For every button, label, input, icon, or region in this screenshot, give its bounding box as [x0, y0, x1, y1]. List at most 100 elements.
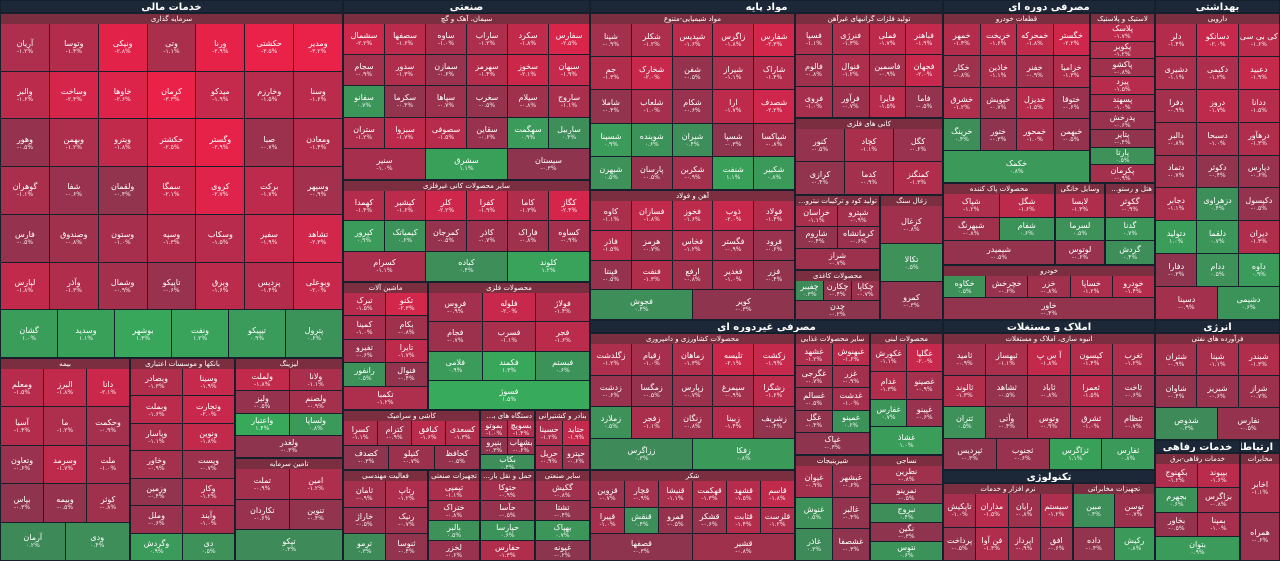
tile-change: -۱.۵% — [437, 133, 455, 141]
tile: ختور -۰.۳% — [980, 119, 1016, 151]
tile-name: کرمان — [161, 87, 182, 97]
tile-name: کلر — [440, 197, 452, 207]
group-title: محصولات کاغذی — [796, 271, 879, 281]
group-title: انبوه سازی، املاک و مستغلات — [944, 334, 1154, 344]
tile-name: زبینا — [726, 414, 740, 424]
tile: فجام -۰.۷% — [429, 322, 482, 351]
tile-change: -۰.۹% — [307, 402, 324, 410]
tile-name: ویترو — [114, 134, 132, 144]
tile-change: -۱.۱% — [16, 191, 34, 199]
tile-name: غیوان — [804, 473, 824, 483]
tile-name: وبیمه — [56, 494, 74, 504]
tile-change: -۰.۸% — [684, 423, 701, 431]
tile-change: -۱.۲% — [1209, 73, 1226, 81]
tile: ولیز -۰.۵% — [236, 391, 289, 413]
tile-name: ارفع — [685, 266, 700, 276]
group-title: هتل و رستوران — [1106, 184, 1154, 194]
tile: خگستر -۲.۲% — [1053, 24, 1089, 55]
tile-change: -۰.۶% — [916, 413, 933, 421]
tile-change: -۰.۹% — [725, 246, 742, 254]
group-title: تجهیزات مخابراتی — [1074, 484, 1154, 494]
tile: ستران -۱.۲% — [344, 117, 384, 148]
tile-name: کمنگنز — [906, 170, 930, 179]
tile: فارس -۰.۵% — [1, 214, 49, 262]
tile-name: شتران — [1165, 351, 1187, 361]
tile-change: -۱.۱% — [1209, 360, 1226, 368]
tile-change: ۰.۴% — [500, 464, 515, 470]
tile-name: غالبر — [843, 504, 859, 514]
tile: لابسا -۱.۳% — [1056, 194, 1104, 217]
group-title: بنادر و کشتیرانی — [536, 411, 589, 421]
tile-name: قثابت — [734, 512, 753, 522]
tile-change: ۰.۲% — [25, 542, 40, 550]
tile-change: -۰.۹% — [99, 427, 117, 435]
tile: دسبحا -۱.۰% — [1197, 122, 1238, 155]
tile-name: وآذر — [67, 277, 81, 287]
tile-change: -۰.۳% — [824, 444, 841, 452]
tile-name: نبروج — [897, 505, 916, 514]
tile: دالبر -۰.۸% — [1156, 122, 1197, 155]
tile-name: کترام — [385, 424, 404, 434]
tile-name: شوینده — [639, 131, 664, 141]
tile: تیپیکو ۰.۹% — [229, 310, 285, 357]
tile: سکرد -۱.۸% — [508, 24, 548, 55]
tile: فسپا -۱.۱% — [796, 24, 832, 55]
tile: خاذین -۱.۱% — [980, 55, 1016, 87]
tile-name: شگل — [1018, 197, 1036, 207]
tile-name: تکالا — [904, 254, 919, 264]
tile: لپارس -۱.۸% — [1, 262, 49, 310]
tile-name: ذوب — [725, 207, 741, 217]
tile-name: لسرما — [1069, 220, 1091, 230]
tile-change: -۰.۶% — [356, 351, 373, 359]
tile-name: بالبر — [447, 522, 461, 532]
tile-change: -۱.۱% — [643, 423, 660, 431]
tile-name: رکیش — [1124, 535, 1145, 545]
tile: شنفت ۱.۱% — [713, 156, 754, 189]
tile: وتجارت -۲.۰% — [183, 396, 234, 423]
tile: دجابر -۱.۱% — [1156, 188, 1197, 221]
tile-name: فسرب — [497, 328, 521, 338]
tile: سیستان -۰.۳% — [508, 148, 589, 179]
tile: قپیرا -۱.۰% — [591, 507, 624, 534]
tile-name: خکمک — [1005, 158, 1028, 168]
tile-name: وتعاون — [10, 456, 34, 466]
tile-change: -۱.۵% — [13, 388, 31, 396]
tile-change: -۱.۱% — [805, 40, 822, 48]
tile-change: -۳.۲% — [309, 48, 327, 56]
tile: رتاپ -۱.۲% — [386, 481, 427, 507]
tile: زکشت -۱.۹% — [754, 344, 794, 375]
tile-change: -۱.۰% — [643, 360, 660, 368]
tile: دفارا -۰.۳% — [1156, 254, 1197, 286]
tile: دلقما ۰.۷% — [1197, 221, 1238, 254]
tile-name: شنفت — [722, 164, 744, 174]
tile-change: ۱.۰% — [21, 334, 37, 342]
tile: زاگرس -۱.۸% — [713, 24, 754, 57]
tile-change: ۰.۳% — [634, 454, 649, 462]
tile: ونوین -۱.۸% — [183, 423, 234, 451]
tile: سخوز -۲.۱% — [508, 55, 548, 86]
tile: اپرداز -۰.۹% — [1008, 527, 1040, 560]
tile: کرازی -۰.۴% — [796, 162, 844, 194]
tile: بهپاک ۰.۷% — [536, 521, 589, 540]
tile-change: -۱.۱% — [560, 102, 578, 110]
tile-name: کباده — [458, 258, 475, 268]
tile-change: -۰.۸% — [65, 239, 82, 247]
tile: وخاور -۰.۹% — [131, 451, 182, 478]
tile-name: وکار — [201, 483, 216, 493]
tile-change: ۰.۶% — [306, 334, 322, 342]
tile: بشهاب -۰.۶% — [508, 438, 534, 454]
tile: تایرا -۱.۷% — [386, 339, 427, 363]
tile-name: غبشهر — [840, 473, 862, 483]
tile-change: -۰.۶% — [478, 133, 496, 141]
tile: خاراژ -۰.۵% — [344, 507, 385, 534]
tile-change: -۰.۹% — [356, 494, 373, 502]
tile-name: کی بی سی — [1239, 31, 1278, 41]
tile-name: زدشت — [599, 382, 622, 392]
tile-name: خراسان — [803, 208, 830, 218]
tile: فکمند ۱.۳% — [482, 351, 536, 380]
tile-name: سفیر — [260, 230, 278, 240]
tile-change: -۰.۵% — [16, 239, 34, 247]
tile-name: بسویچ — [510, 421, 532, 430]
tile-change: ۰.۵% — [957, 287, 972, 295]
tile: حآسا -۰.۵% — [481, 501, 534, 520]
